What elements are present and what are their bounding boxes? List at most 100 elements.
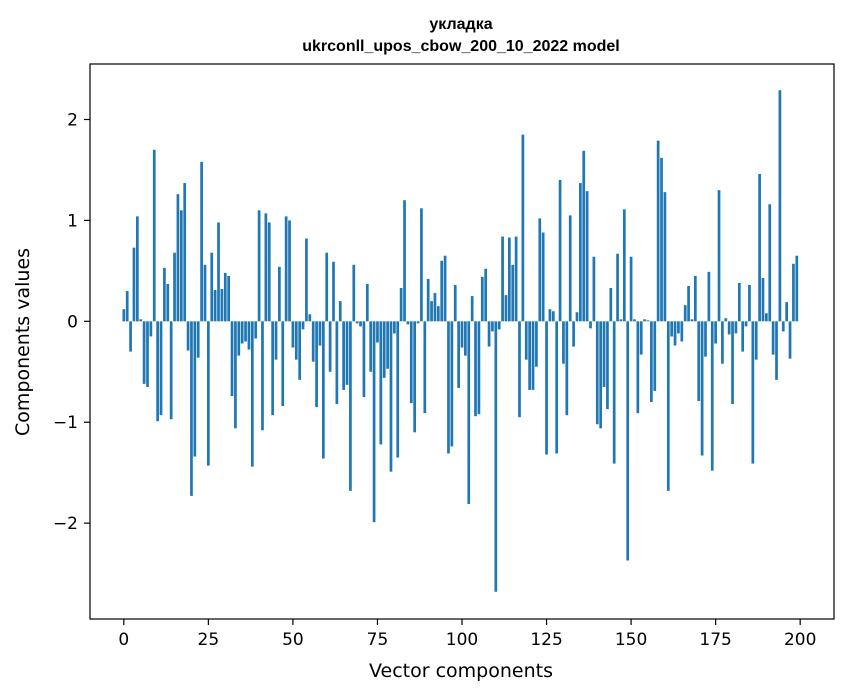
bar-156 [650,321,653,403]
bar-49 [288,220,291,322]
bar-171 [700,321,704,456]
bar-90 [426,278,430,322]
x-tick-label-125: 125 [530,630,562,650]
bar-117 [518,321,521,418]
bar-42 [264,213,268,322]
bar-96 [447,321,450,454]
bar-135 [579,183,582,322]
bar-10 [156,321,159,422]
chart-title: укладка [429,16,492,33]
bar-99 [457,321,460,388]
bar-94 [440,260,444,322]
bar-16 [176,194,180,322]
bar-76 [379,321,383,445]
bar-118 [521,134,525,322]
x-tick-label-0: 0 [118,630,129,650]
bar-7 [146,321,149,387]
bar-83 [403,200,406,322]
bar-193 [775,321,778,380]
bar-32 [230,321,234,396]
bar-197 [788,321,792,359]
bar-159 [660,157,663,322]
x-tick-label-50: 50 [282,630,304,650]
bar-57 [315,321,318,408]
bar-56 [311,321,315,362]
bar-98 [453,284,457,322]
bar-86 [413,321,417,433]
bar-74 [372,321,376,523]
bar-50 [291,321,295,348]
bar-9 [152,149,156,322]
bar-1 [125,291,129,322]
bar-172 [704,321,707,357]
bar-189 [761,277,765,322]
bar-123 [538,218,542,322]
bar-0 [122,309,126,322]
bar-109 [491,321,494,332]
bar-17 [179,210,183,322]
bar-97 [450,321,454,447]
bar-27 [213,290,217,322]
bar-151 [633,319,636,322]
bar-140 [595,321,599,425]
bar-120 [528,321,531,390]
bar-116 [514,236,518,322]
y-tick-label--1: −1 [53,413,78,433]
bar-31 [227,275,231,322]
bar-124 [541,232,545,322]
bar-176 [717,190,721,322]
bar-41 [261,321,264,431]
bar-84 [406,321,410,325]
bar-81 [396,321,400,458]
bar-73 [369,321,373,372]
bar-18 [183,183,187,322]
y-tick-label-2: 2 [67,111,78,131]
x-tick-label-100: 100 [446,630,478,650]
bar-128 [555,321,559,454]
bar-111 [497,321,501,330]
bar-89 [423,321,427,414]
x-axis-label: Vector components [369,660,553,682]
bars-group [122,90,799,592]
bar-87 [416,321,420,324]
bar-29 [220,289,224,322]
bar-148 [622,209,626,322]
bar-112 [501,236,504,322]
bar-143 [606,321,609,410]
bar-174 [710,321,714,471]
bar-138 [589,321,592,329]
bar-37 [247,321,251,350]
bar-188 [758,173,761,322]
bar-8 [149,321,153,337]
x-axis: 0 25 50 75 100 125 150 175 200 [118,619,816,650]
bar-165 [680,321,684,342]
bar-58 [318,321,322,346]
bar-24 [203,264,207,322]
x-tick-label-25: 25 [198,630,220,650]
bar-79 [389,321,393,472]
bar-149 [626,321,630,561]
bar-69 [355,321,359,324]
bar-190 [765,313,768,322]
bar-141 [599,321,603,429]
bar-66 [345,321,349,385]
bar-179 [727,321,731,335]
x-tick-label-75: 75 [367,630,389,650]
bar-100 [460,321,464,348]
bar-121 [531,321,535,390]
bar-5 [139,319,143,322]
y-axis-label: Components values [12,248,34,436]
bar-115 [511,264,515,322]
bar-163 [673,321,677,346]
y-tick-label-1: 1 [67,211,78,231]
bar-150 [629,256,633,322]
bar-131 [565,321,569,416]
x-tick-label-175: 175 [699,630,731,650]
plot-frame [89,63,835,620]
y-axis: −2 −1 0 1 2 [53,111,90,534]
bar-38 [250,321,254,467]
bar-101 [464,321,467,356]
bar-92 [433,293,437,322]
bar-93 [436,306,440,322]
bar-78 [386,321,389,369]
